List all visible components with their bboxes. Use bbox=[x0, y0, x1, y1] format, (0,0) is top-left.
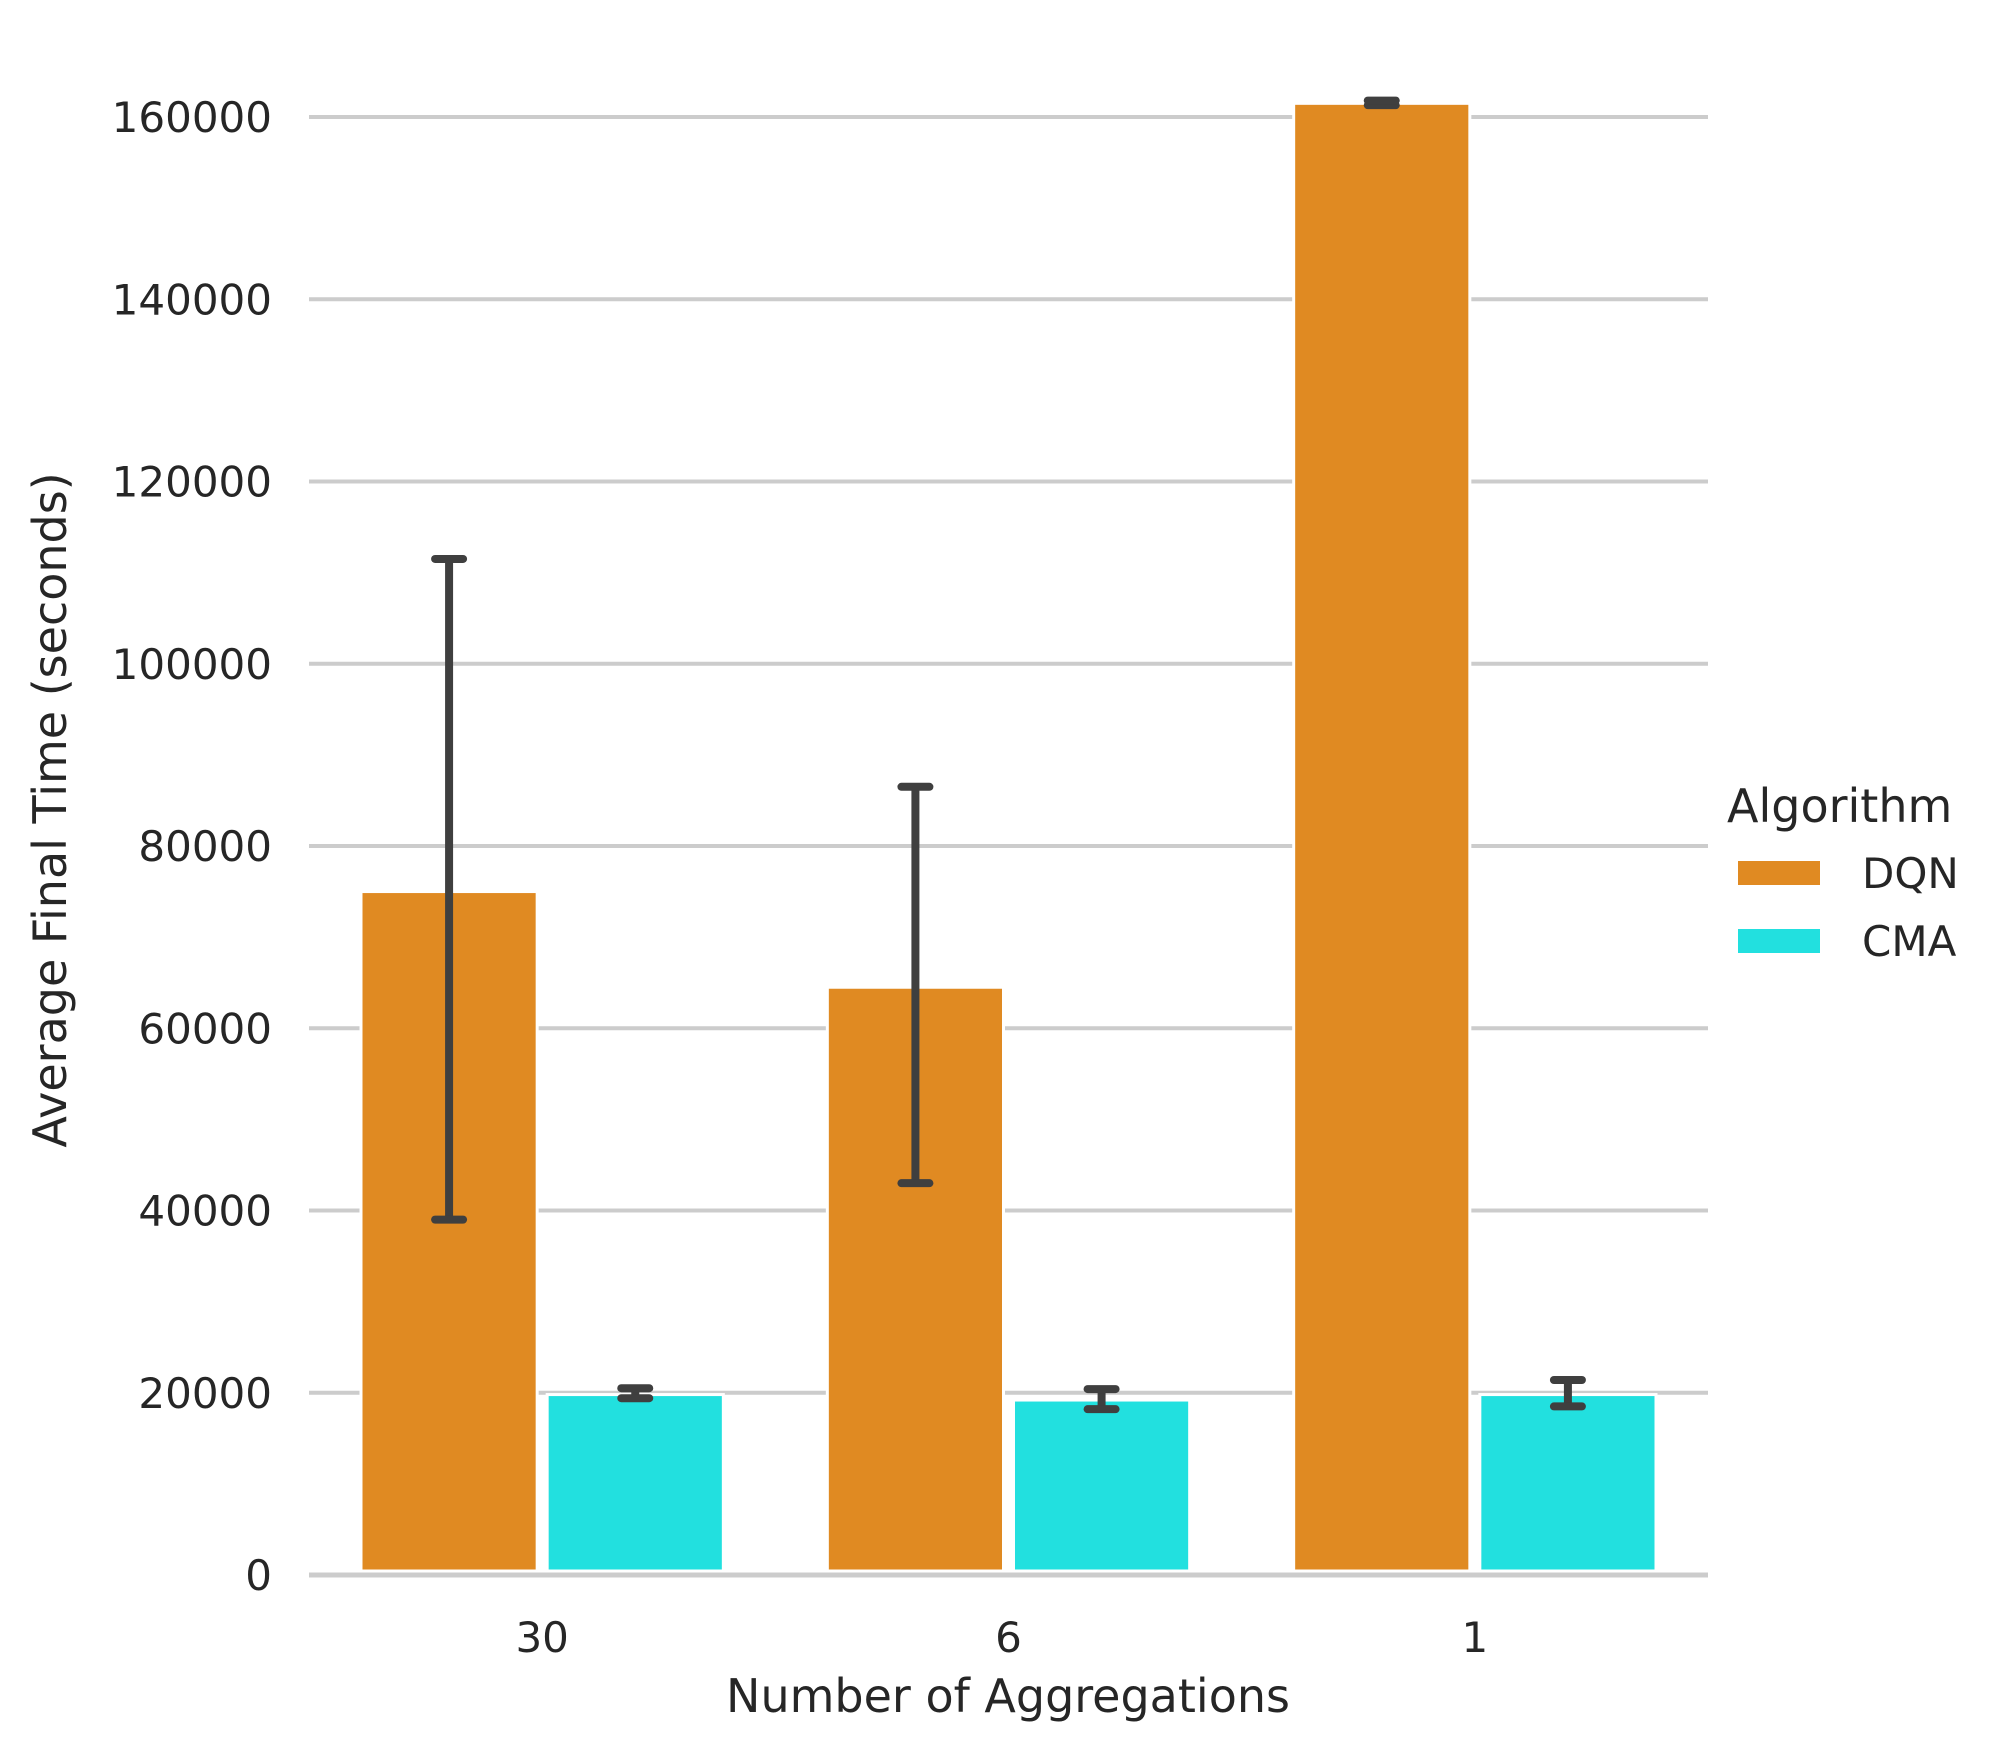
y-tick-label: 100000 bbox=[112, 640, 272, 689]
legend-item-dqn: DQN bbox=[1738, 849, 1959, 898]
error-bar-dqn bbox=[1363, 96, 1400, 110]
bars bbox=[359, 101, 1658, 1573]
legend-label: DQN bbox=[1862, 849, 1959, 898]
bar-cma bbox=[545, 1393, 725, 1573]
legend-swatch bbox=[1738, 861, 1820, 885]
y-tick-label: 0 bbox=[245, 1551, 272, 1600]
x-axis-title: Number of Aggregations bbox=[726, 1669, 1290, 1723]
y-tick-label: 80000 bbox=[138, 822, 272, 871]
bar-cma bbox=[1478, 1393, 1658, 1573]
y-tick-label: 60000 bbox=[138, 1004, 272, 1053]
y-tick-label: 120000 bbox=[112, 458, 272, 507]
error-bars bbox=[431, 96, 1586, 1414]
legend-swatch bbox=[1738, 929, 1820, 953]
y-tick-label: 40000 bbox=[138, 1187, 272, 1236]
x-tick-label: 30 bbox=[515, 1613, 568, 1662]
y-tick-label: 140000 bbox=[112, 275, 272, 324]
y-tick-label: 160000 bbox=[112, 93, 272, 142]
error-bar-cma bbox=[1083, 1385, 1120, 1414]
x-tick-label: 6 bbox=[995, 1613, 1022, 1662]
legend-label: CMA bbox=[1862, 917, 1957, 966]
y-axis-title: Average Final Time (seconds) bbox=[23, 472, 77, 1147]
error-bar-dqn bbox=[897, 782, 934, 1188]
error-bar-dqn bbox=[431, 554, 468, 1224]
error-bar-cma bbox=[617, 1384, 654, 1403]
axes: 0 20000 40000 60000 80000 100000 120000 140000 1… bbox=[112, 93, 1708, 1662]
bar-cma bbox=[1012, 1398, 1192, 1573]
x-tick-label: 1 bbox=[1461, 1613, 1488, 1662]
y-tick-label: 20000 bbox=[138, 1369, 272, 1418]
legend-item-cma: CMA bbox=[1738, 917, 1957, 966]
grid-lines bbox=[309, 115, 1708, 1395]
error-bar-cma bbox=[1549, 1375, 1586, 1411]
legend-title: Algorithm bbox=[1727, 779, 1952, 833]
legend: Algorithm DQN CMA bbox=[1727, 779, 1959, 966]
bar-dqn bbox=[1292, 101, 1472, 1573]
